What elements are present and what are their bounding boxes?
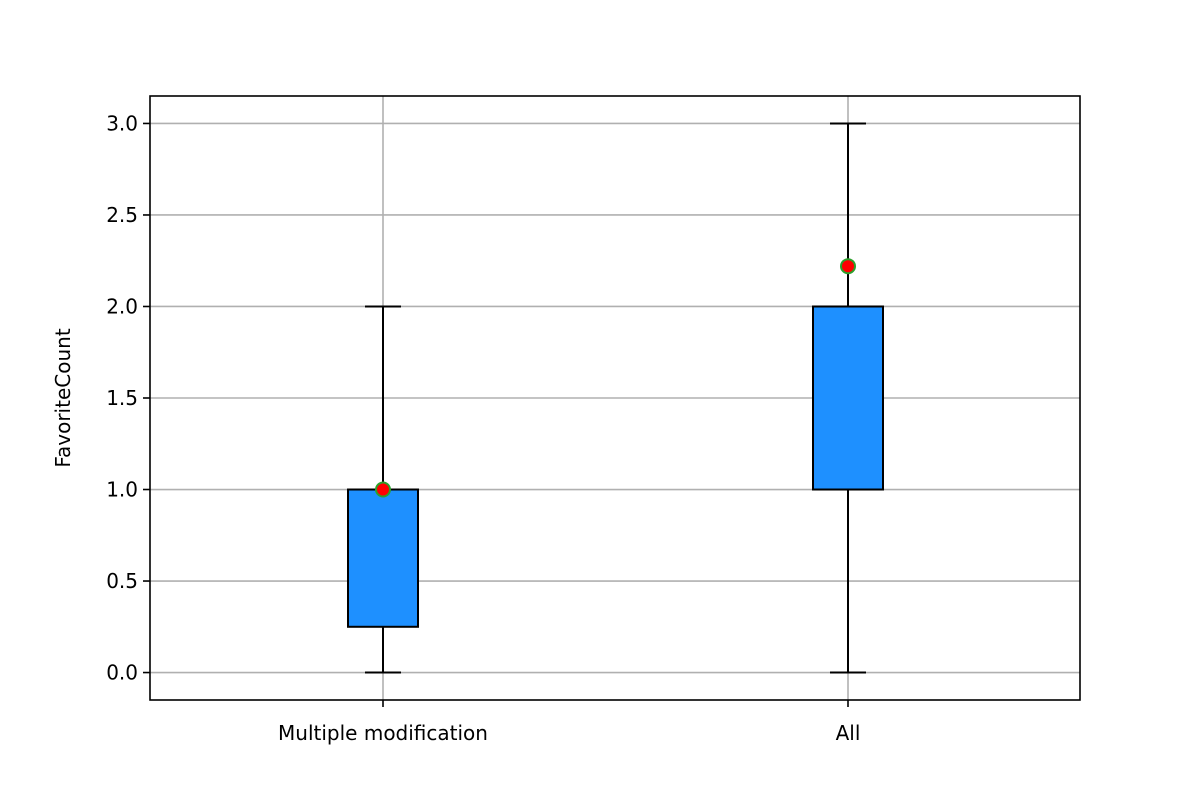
y-tick-label: 3.0 (106, 111, 138, 135)
box-group (812, 122, 884, 674)
y-tick-label: 1.5 (106, 386, 138, 410)
box-group (347, 305, 419, 674)
y-tick-label: 2.0 (106, 294, 138, 318)
y-axis-ticks: 0.0 0.5 1.0 1.5 2.0 2.5 3.0 (106, 111, 150, 685)
y-tick-label: 1.0 (106, 478, 138, 502)
iqr-box (812, 305, 884, 491)
iqr-box (347, 488, 419, 628)
x-tick-label: All (836, 721, 861, 745)
box-layer (347, 122, 884, 674)
x-tick-label: Multiple modification (278, 721, 488, 745)
mean-marker (840, 258, 856, 275)
y-tick-label: 0.0 (106, 661, 138, 685)
y-axis-label: FavoriteCount (51, 328, 75, 467)
mean-marker (375, 481, 391, 498)
y-tick-label: 0.5 (106, 569, 138, 593)
y-tick-label: 2.5 (106, 203, 138, 227)
x-axis-ticks: Multiple modification All (278, 700, 860, 745)
